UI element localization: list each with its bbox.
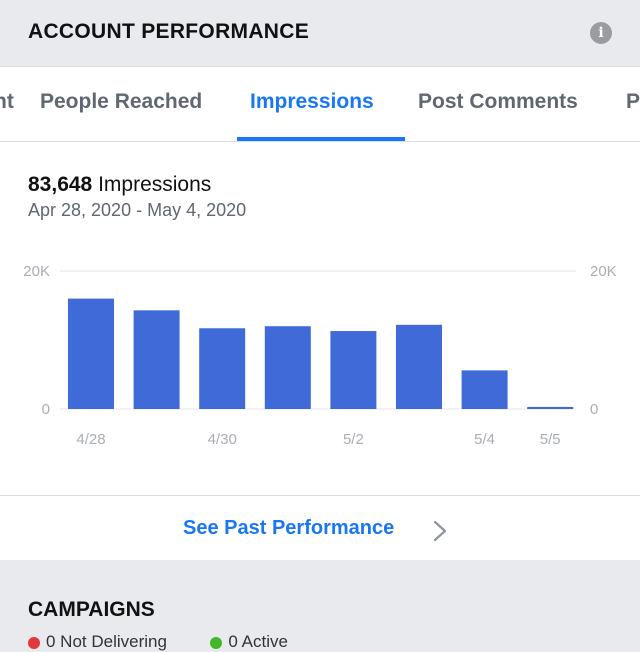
- bar-4-28: [68, 298, 114, 409]
- bar-4-29: [133, 310, 180, 409]
- x-tick-label: 5/2: [343, 431, 364, 448]
- bar-5-3: [396, 324, 442, 409]
- tab-partial-left[interactable]: nt: [0, 90, 14, 113]
- x-tick-label: 4/28: [76, 431, 105, 448]
- active-tab-indicator: [237, 137, 405, 141]
- see-past-performance-link[interactable]: See Past Performance: [183, 517, 395, 539]
- bar-5-5: [527, 406, 574, 409]
- metric-tabs: nt People Reached Impressions Post Comme…: [0, 67, 640, 142]
- performance-card: nt People Reached Impressions Post Comme…: [0, 66, 640, 561]
- campaigns-title: CAMPAIGNS: [28, 598, 155, 621]
- active-dot-icon: [210, 636, 223, 649]
- y-tick-label-right: 0: [590, 401, 598, 418]
- see-past-performance-row[interactable]: See Past Performance: [0, 495, 640, 562]
- bar-4-30: [199, 328, 246, 409]
- date-range: Apr 28, 2020 - May 4, 2020: [28, 200, 247, 220]
- x-tick-label: 4/30: [208, 431, 237, 448]
- account-performance-header: ACCOUNT PERFORMANCE i: [0, 0, 640, 66]
- x-tick-label: 5/5: [540, 431, 561, 448]
- bar-5-2: [330, 331, 377, 409]
- campaigns-section: CAMPAIGNS 0 Not Delivering 0 Active: [0, 560, 640, 651]
- impressions-value: 83,648: [28, 173, 93, 196]
- section-title: ACCOUNT PERFORMANCE: [28, 20, 310, 43]
- y-tick-label-left: 20K: [23, 263, 50, 280]
- active-count: 0 Active: [228, 632, 288, 651]
- not-delivering-count: 0 Not Delivering: [46, 632, 167, 651]
- y-tick-label-left: 0: [42, 401, 50, 418]
- tab-post-comments[interactable]: Post Comments: [418, 90, 578, 113]
- tab-impressions[interactable]: Impressions: [250, 90, 374, 113]
- campaign-status-row: 0 Not Delivering 0 Active: [28, 632, 288, 652]
- not-delivering-dot-icon: [28, 636, 40, 649]
- impressions-unit: Impressions: [98, 173, 212, 196]
- tab-partial-right[interactable]: P: [626, 90, 640, 113]
- impressions-bar-chart: 0 0 20K 20K 4/28 4/30 5/2 5/4 5/5: [23, 263, 617, 448]
- bar-5-4: [461, 370, 508, 409]
- chevron-right-icon: [433, 520, 447, 542]
- bar-5-1: [264, 326, 311, 409]
- info-icon[interactable]: i: [590, 22, 612, 44]
- y-tick-label-right: 20K: [590, 263, 617, 280]
- tab-people-reached[interactable]: People Reached: [40, 90, 203, 113]
- x-tick-label: 5/4: [474, 431, 495, 448]
- impressions-total: 83,648 Impressions: [28, 173, 211, 197]
